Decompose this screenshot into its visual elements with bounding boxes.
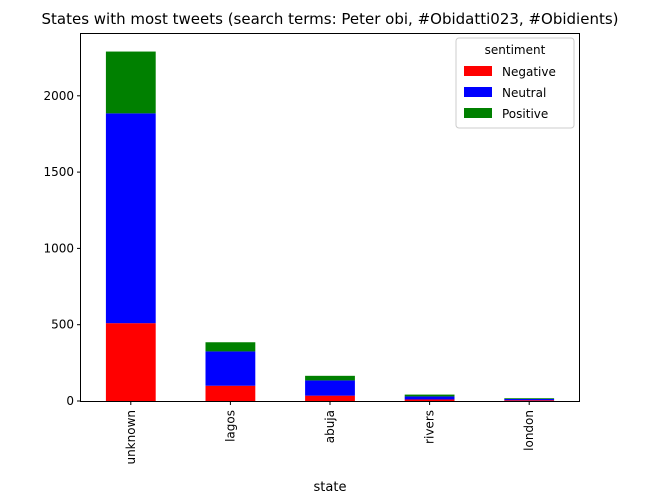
- legend-label-negative: Negative: [502, 65, 556, 79]
- chart-title: States with most tweets (search terms: P…: [41, 10, 618, 28]
- bar-positive-unknown: [105, 51, 156, 114]
- bar-neutral-unknown: [105, 113, 156, 324]
- x-axis: unknown lagos abuja rivers london: [124, 401, 536, 465]
- bar-positive-london: [504, 398, 555, 400]
- legend-swatch-negative: [464, 66, 492, 76]
- bar-neutral-rivers: [404, 396, 455, 400]
- bar-negative-unknown: [105, 323, 156, 401]
- legend-swatch-positive: [464, 108, 492, 118]
- legend-swatch-neutral: [464, 87, 492, 97]
- bar-negative-abuja: [305, 395, 355, 401]
- legend-box: [455, 37, 575, 129]
- y-tick-label: 500: [51, 318, 74, 332]
- bar-positive-rivers: [404, 394, 455, 397]
- bar-neutral-london: [504, 399, 555, 401]
- legend-title: sentiment: [485, 43, 546, 57]
- x-tick-label: lagos: [223, 410, 237, 442]
- legend-label-neutral: Neutral: [502, 86, 546, 100]
- x-tick-label: unknown: [124, 410, 138, 465]
- legend-label-positive: Positive: [502, 107, 548, 121]
- bar-positive-abuja: [305, 375, 355, 381]
- x-tick-label: abuja: [323, 410, 337, 443]
- bar-neutral-lagos: [205, 351, 256, 386]
- x-tick-label: rivers: [423, 410, 437, 444]
- bar-negative-lagos: [205, 385, 256, 401]
- bar-positive-lagos: [205, 342, 256, 352]
- x-tick-label: london: [522, 410, 536, 451]
- plot-frame: [80, 33, 580, 402]
- bar-neutral-abuja: [305, 380, 355, 396]
- y-tick-label: 1500: [43, 165, 74, 179]
- bar-negative-rivers: [404, 399, 455, 401]
- bar-negative-london: [504, 400, 555, 401]
- y-tick-label: 0: [66, 394, 74, 408]
- y-axis: 0 500 1000 1500 2000: [43, 89, 81, 408]
- x-axis-label: state: [314, 480, 347, 495]
- legend: sentiment Negative Neutral Positive: [455, 37, 575, 129]
- y-tick-label: 2000: [43, 89, 74, 103]
- bars-group: [105, 51, 555, 401]
- y-tick-label: 1000: [43, 241, 74, 255]
